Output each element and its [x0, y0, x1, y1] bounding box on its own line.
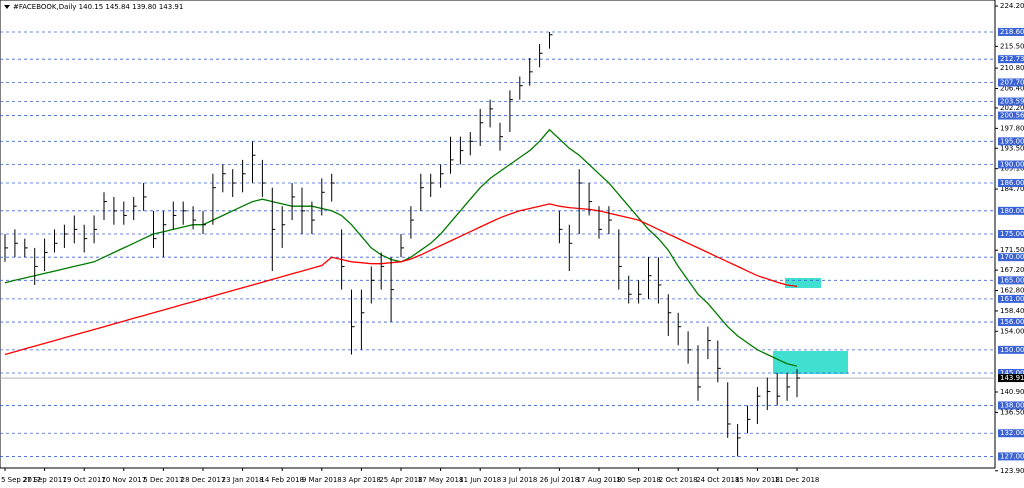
y-tick-label: 171.50 [1000, 246, 1024, 254]
level-box [998, 206, 1024, 215]
level-box [998, 78, 1024, 87]
level-box [998, 27, 1024, 36]
x-tick-label: 5 Sep 2017 [1, 476, 41, 484]
x-tick-label: 11 Jun 2018 [459, 476, 501, 484]
x-tick-label: 25 Apr 2018 [379, 476, 422, 484]
y-tick-label: 140.90 [1000, 388, 1024, 396]
plot-frame [0, 0, 996, 469]
level-label: 195.00 [1000, 137, 1024, 145]
level-box [998, 55, 1024, 64]
y-tick-label: 215.50 [1000, 42, 1024, 50]
y-tick-label: 224.20 [1000, 2, 1024, 10]
level-label: 212.73 [1000, 55, 1024, 63]
level-box [998, 97, 1024, 106]
level-label: 150.00 [1000, 346, 1024, 354]
level-box [998, 179, 1024, 188]
level-box [998, 294, 1024, 303]
x-tick-label: 11 Dec 2018 [775, 476, 820, 484]
y-tick-label: 202.20 [1000, 104, 1024, 112]
y-tick-label: 158.40 [1000, 307, 1024, 315]
x-tick-label: 19 Oct 2017 [63, 476, 106, 484]
level-label: 190.00 [1000, 160, 1024, 168]
zone [773, 351, 848, 374]
x-tick-label: 10 Nov 2017 [101, 476, 146, 484]
y-tick-label: 123.90 [1000, 467, 1024, 475]
level-label: 203.59 [1000, 98, 1024, 106]
last-price-label: 143.91 [1000, 374, 1024, 382]
x-tick-label: 3 Apr 2018 [342, 476, 381, 484]
level-label: 186.00 [1000, 179, 1024, 187]
level-box [998, 230, 1024, 238]
y-tick-label: 136.50 [1000, 408, 1024, 416]
level-label: 180.00 [1000, 207, 1024, 215]
level-label: 161.00 [1000, 295, 1024, 303]
x-tick-label: 26 Jul 2018 [540, 476, 580, 484]
x-tick-label: 17 Aug 2018 [577, 476, 622, 484]
y-tick-label: 197.80 [1000, 124, 1024, 132]
x-tick-label: 3 Jul 2018 [502, 476, 537, 484]
level-label: 170.00 [1000, 253, 1024, 261]
level-label: 200.56 [1000, 112, 1024, 120]
level-label: 132.00 [1000, 429, 1024, 437]
level-label: 165.00 [1000, 276, 1024, 284]
y-tick-label: 210.80 [1000, 64, 1024, 72]
level-label: 138.00 [1000, 401, 1024, 409]
x-tick-label: 27 Sep 2017 [22, 476, 66, 484]
x-tick-label: 23 Jan 2018 [222, 476, 264, 484]
x-tick-label: 15 Nov 2018 [735, 476, 780, 484]
x-tick-label: 28 Dec 2017 [181, 476, 226, 484]
level-label: 127.00 [1000, 452, 1024, 460]
y-tick-label: 206.40 [1000, 85, 1024, 93]
x-tick-label: 24 Oct 2018 [696, 476, 739, 484]
level-box [998, 276, 1024, 285]
y-tick-label: 162.80 [1000, 287, 1024, 295]
x-tick-label: 5 Dec 2017 [143, 476, 183, 484]
level-box [998, 111, 1024, 120]
level-label: 218.60 [1000, 28, 1024, 36]
level-box [998, 345, 1024, 354]
level-box [998, 401, 1024, 410]
y-tick-label: 189.10 [1000, 165, 1024, 173]
level-box [998, 137, 1024, 146]
level-box [998, 318, 1024, 327]
zone [785, 278, 821, 288]
x-tick-label: 9 Mar 2018 [302, 476, 342, 484]
x-tick-label: 10 Sep 2018 [616, 476, 660, 484]
chart-title: #FACEBOOK,Daily 140.15 145.84 139.80 143… [13, 3, 183, 11]
y-tick-label: 184.70 [1000, 185, 1024, 193]
level-box [998, 253, 1024, 262]
y-tick-label: 193.50 [1000, 144, 1024, 152]
x-tick-label: 14 Feb 2018 [260, 476, 304, 484]
y-tick-label: 167.20 [1000, 266, 1024, 274]
level-box [998, 452, 1024, 461]
level-label: 145.00 [1000, 369, 1024, 377]
x-tick-label: 17 May 2018 [418, 476, 464, 484]
menu-arrow[interactable] [4, 5, 10, 9]
y-tick-label: 154.00 [1000, 327, 1024, 335]
last-price-box [998, 374, 1024, 383]
level-box [998, 429, 1024, 438]
level-box [998, 369, 1024, 378]
level-label: 207.70 [1000, 78, 1024, 86]
x-tick-label: 2 Oct 2018 [659, 476, 698, 484]
level-label: 175.00 [1000, 230, 1024, 238]
level-label: 156.00 [1000, 318, 1024, 326]
moving-average [4, 203, 798, 356]
level-box [998, 160, 1024, 169]
